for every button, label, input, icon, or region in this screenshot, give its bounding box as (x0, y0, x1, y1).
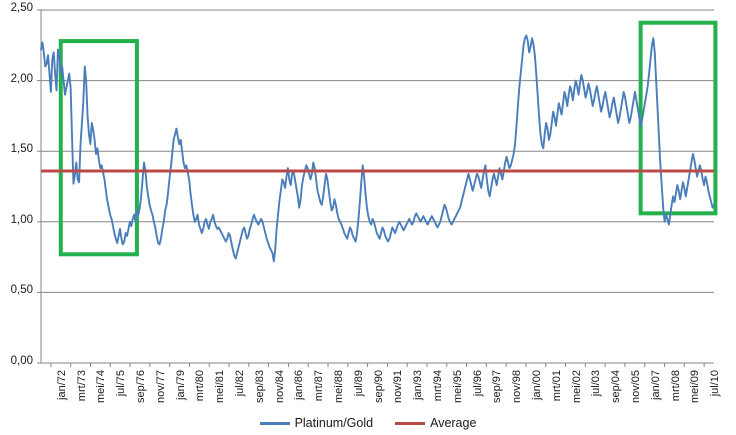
x-axis-label: mrt/08 (669, 370, 682, 402)
x-axis-label: sep/97 (491, 370, 504, 404)
x-axis-label: jul/82 (234, 370, 247, 397)
x-axis-label: mei/81 (214, 370, 227, 404)
x-axis-label: jan/86 (293, 370, 306, 400)
legend-swatch-average (395, 421, 426, 425)
x-axis-label: sep/83 (253, 370, 266, 404)
x-axis-label: nov/05 (629, 370, 642, 404)
x-axis-label: jul/03 (590, 370, 603, 397)
highlight-box-left (58, 39, 139, 257)
x-axis-label: jan/07 (649, 370, 662, 400)
x-axis-label: nov/77 (154, 370, 167, 404)
x-axis-label: jul/89 (352, 370, 365, 397)
legend-item-average: Average (395, 416, 476, 430)
x-axis-label: nov/84 (273, 370, 286, 404)
x-axis-label: sep/76 (135, 370, 148, 404)
x-axis-label: jan/00 (530, 370, 543, 400)
x-axis-label: mei/88 (333, 370, 345, 404)
chart-legend: Platinum/Gold Average (0, 411, 736, 435)
x-axis-label: mrt/01 (550, 370, 563, 402)
y-axis-label: 0,50 (10, 284, 33, 297)
x-axis-label: mrt/73 (75, 370, 88, 402)
x-axis-label: jan/93 (412, 370, 425, 400)
legend-swatch-platinum-gold (259, 421, 290, 425)
x-axis-label: mei/95 (451, 370, 464, 404)
x-axis-label: mei/09 (689, 370, 702, 404)
x-axis-label: jan/79 (174, 370, 187, 400)
x-axis-label: sep/04 (610, 370, 623, 404)
x-axis-label: sep/90 (372, 370, 385, 404)
x-axis-label: mrt/94 (431, 370, 444, 402)
x-axis-label: nov/91 (392, 370, 405, 404)
x-axis-label: nov/98 (511, 370, 524, 404)
x-axis-label: mrt/87 (313, 370, 326, 402)
x-axis-label: jul/96 (471, 370, 484, 397)
x-axis-label: mrt/80 (194, 370, 207, 402)
y-axis-label: 1,00 (10, 213, 33, 226)
x-axis-label: jan/72 (55, 370, 68, 400)
y-axis-label: 0,00 (10, 355, 33, 367)
y-axis-label: 1,50 (10, 143, 33, 156)
legend-label-platinum-gold: Platinum/Gold (294, 416, 374, 430)
legend-item-platinum-gold: Platinum/Gold (259, 416, 374, 430)
x-axis-label: jul/75 (115, 370, 128, 397)
y-axis-label: 2,00 (10, 72, 33, 85)
legend-label-average: Average (430, 416, 477, 430)
x-axis-label: mei/74 (95, 370, 108, 404)
x-axis-label: mei/02 (570, 370, 583, 404)
x-axis-label: jul/10 (709, 370, 722, 397)
highlight-box-right (638, 20, 718, 216)
y-axis-label: 2,50 (10, 2, 33, 14)
series-line-platinum-gold (40, 34, 715, 263)
